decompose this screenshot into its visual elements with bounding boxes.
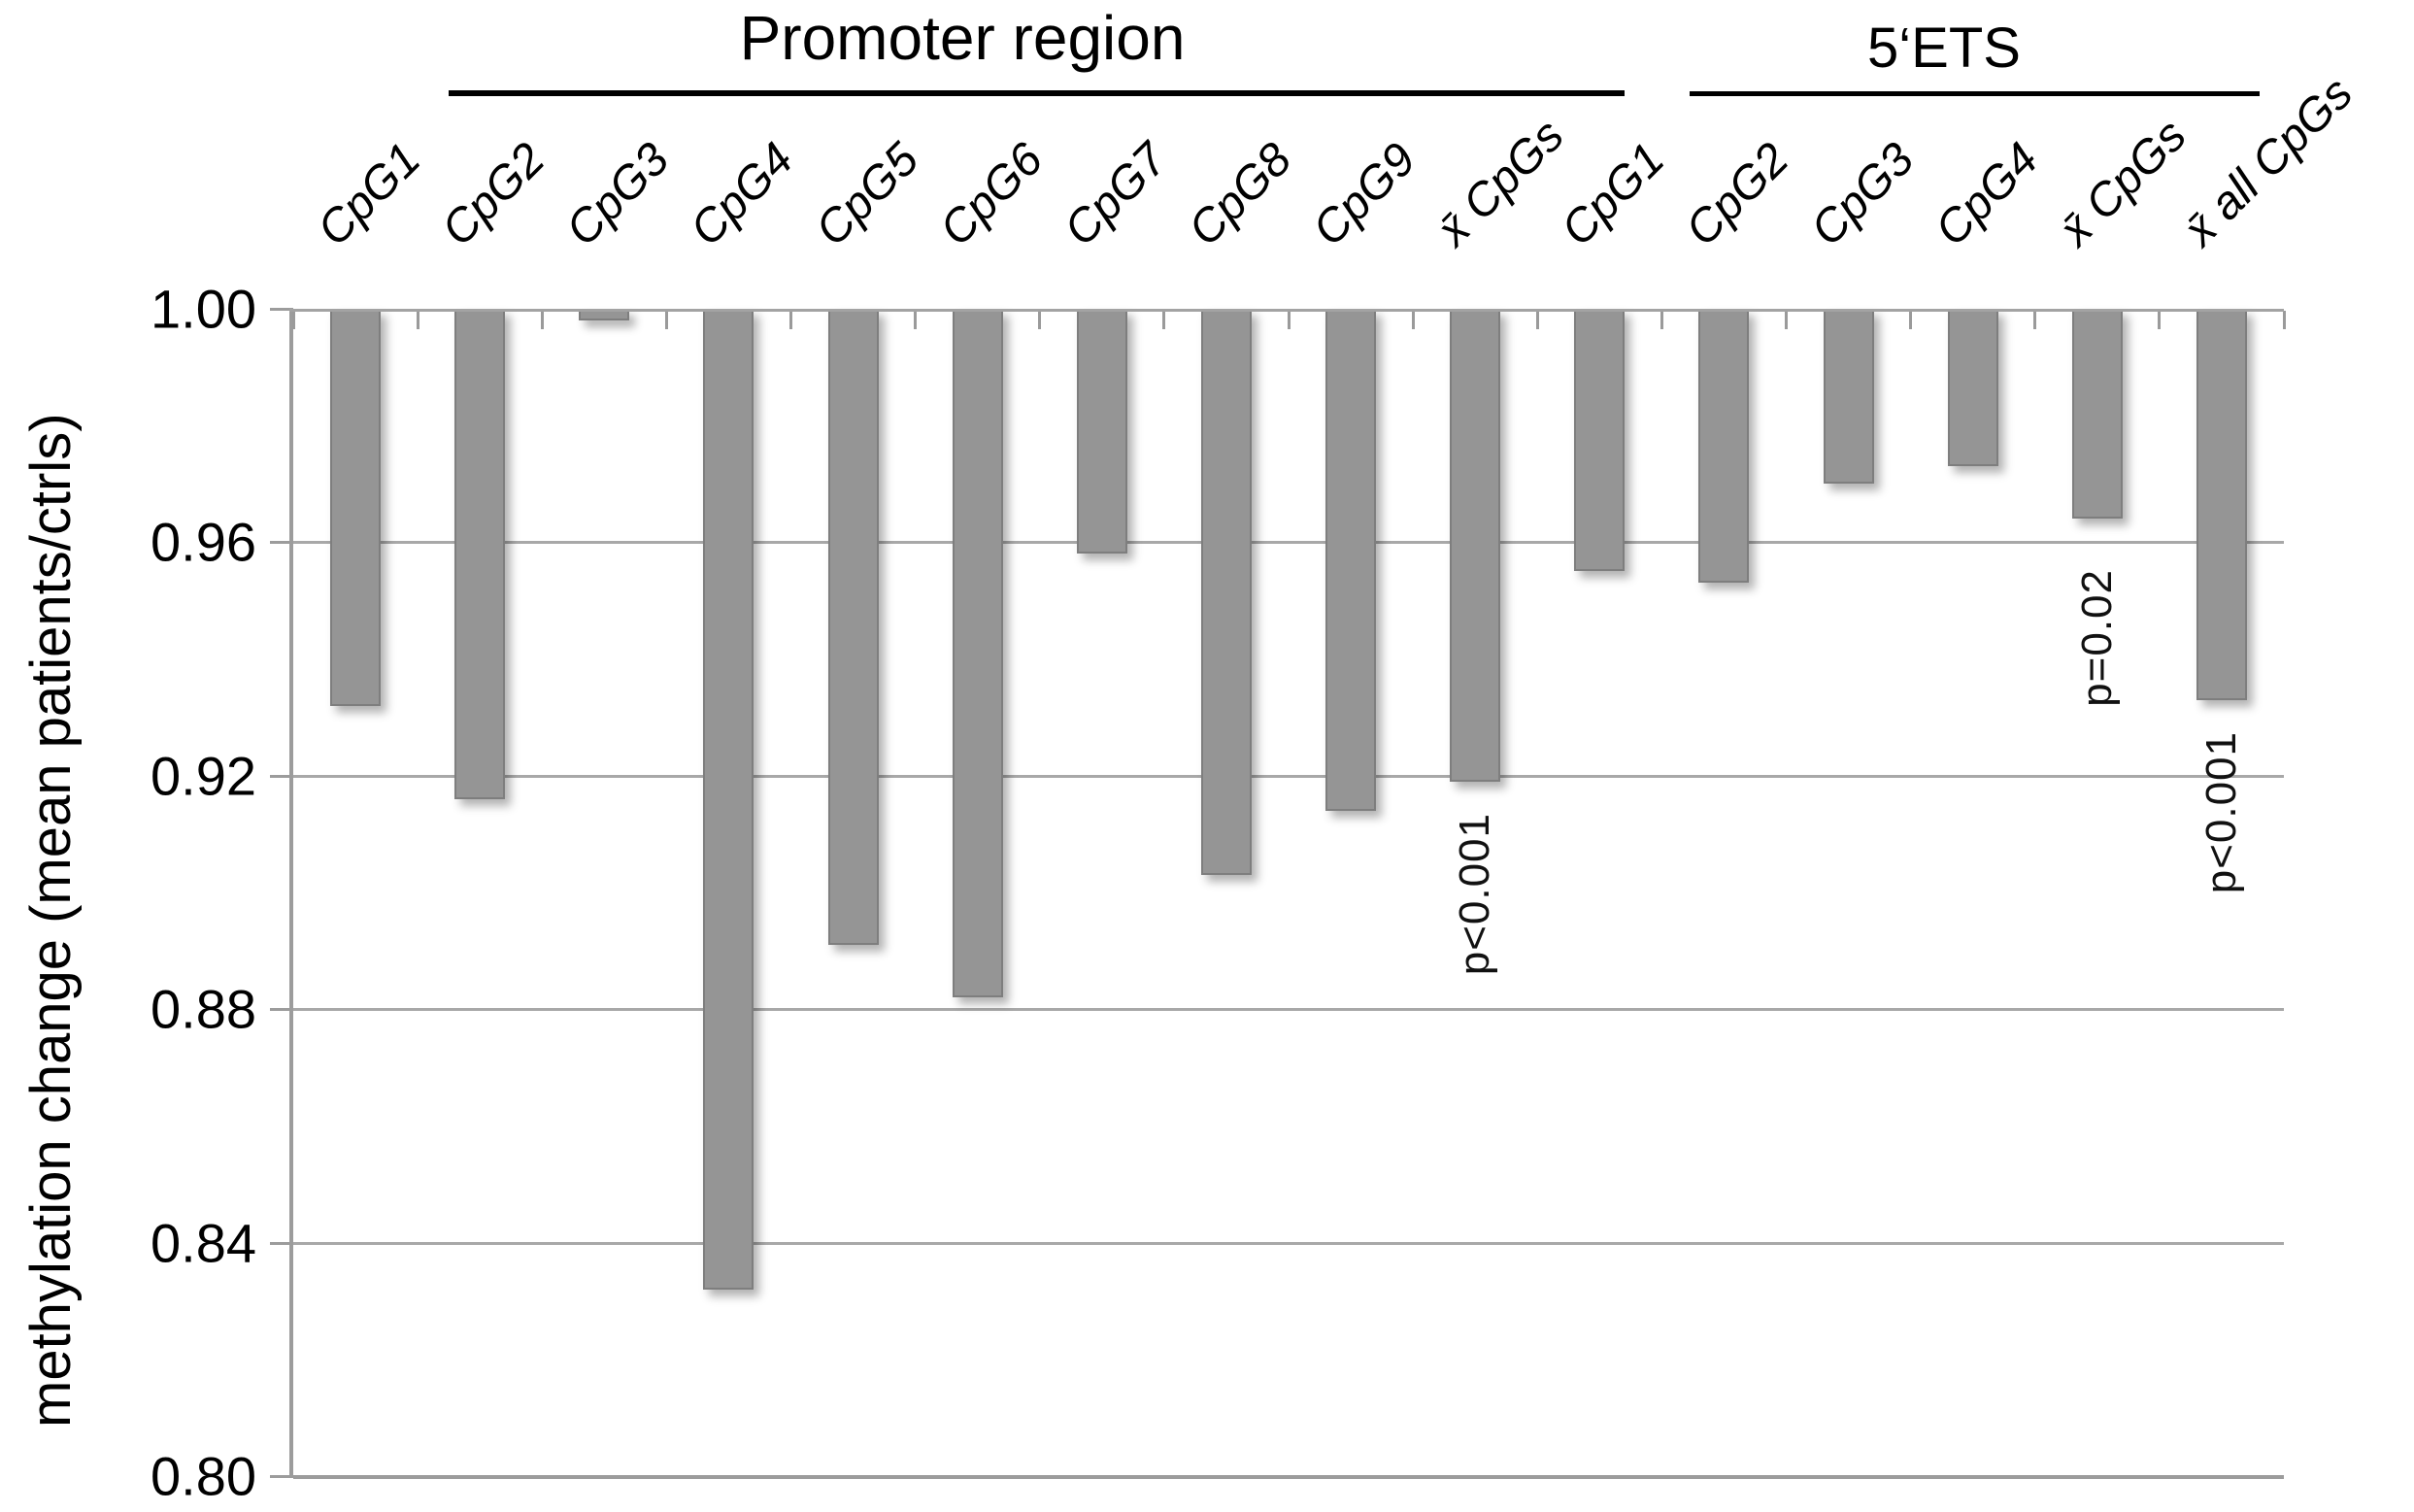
y-tick-label: 0.92 (151, 745, 256, 807)
x-axis-tick (1162, 311, 1166, 329)
y-axis-tick (270, 774, 293, 778)
x-axis-tick (540, 311, 544, 329)
x-category-label-text: CpG6 (929, 133, 1053, 256)
y-axis-tick (270, 1008, 293, 1012)
pvalue-annotation: p=0.02 (2072, 569, 2121, 708)
x-axis-tick (1909, 311, 1913, 329)
y-tick-label: 0.96 (151, 511, 256, 573)
x-axis-tick (789, 311, 792, 329)
x-category-label-text: CpG7 (1054, 133, 1178, 256)
bar-CpG1 (330, 309, 382, 706)
x-axis-tick (1287, 311, 1291, 329)
x-category-label-text: x̄ CpGs (2049, 109, 2196, 256)
pvalue-annotation: p<0.001 (1451, 812, 1499, 976)
x-axis-tick (416, 311, 419, 329)
y-axis-title: methylation change (mean patients/ctrls) (19, 413, 83, 1428)
x-axis-tick (1660, 311, 1663, 329)
y-tick-label: 0.80 (151, 1445, 256, 1507)
x-category-label-text: CpG2 (1676, 133, 1799, 256)
x-axis-tick (1038, 311, 1042, 329)
x-axis-tick (664, 311, 668, 329)
y-axis-tick (270, 541, 293, 545)
y-axis-tick (270, 308, 293, 311)
x-axis-tick (914, 311, 918, 329)
x-axis-tick (2158, 311, 2162, 329)
x-category-label-text: CpG5 (805, 133, 928, 256)
group-underline-5ets (1690, 91, 2260, 96)
x-category-label-text: CpG1 (308, 133, 431, 256)
bar-x̄-CpGs (2071, 309, 2123, 520)
bar-CpG3 (1823, 309, 1874, 485)
x-category-label-text: CpG4 (681, 133, 804, 256)
x-axis-tick (2033, 311, 2037, 329)
y-axis-line (289, 309, 293, 1476)
group-title-promoter-region: Promoter region (739, 3, 1186, 73)
bar-CpG2 (454, 309, 506, 799)
bar-CpG7 (1076, 309, 1127, 554)
bar-CpG9 (1325, 309, 1377, 811)
x-category-label-text: CpG3 (1800, 133, 1924, 256)
y-axis-tick (270, 1475, 293, 1478)
x-axis-tick (1411, 311, 1415, 329)
x-category-label-text: CpG8 (1179, 133, 1302, 256)
gridline-0.88 (293, 1008, 2284, 1012)
gridline-0.80 (293, 1475, 2284, 1479)
bar-CpG8 (1200, 309, 1252, 875)
bar-CpG5 (827, 309, 879, 946)
bar-CpG4 (703, 309, 754, 1290)
gridline-0.96 (293, 541, 2284, 545)
y-axis-tick (270, 1241, 293, 1245)
bar-CpG1 (1574, 309, 1626, 572)
gridline-0.92 (293, 774, 2284, 778)
bar-CpG6 (952, 309, 1003, 998)
x-category-label-text: CpG4 (1925, 133, 2048, 256)
bar-x̄-CpGs (1450, 309, 1501, 782)
y-tick-label: 1.00 (151, 278, 256, 340)
y-tick-label: 0.88 (151, 978, 256, 1040)
top-axis-line (289, 309, 2284, 312)
bar-CpG4 (1947, 309, 1998, 467)
x-axis-tick (2282, 311, 2286, 329)
x-category-label-text: x̄ CpGs (1427, 109, 1574, 256)
x-category-label-text: CpG3 (556, 133, 680, 256)
bar-x̄-all-CpGs (2196, 309, 2247, 700)
group-title-5ets: 5‘ETS (1867, 17, 2021, 80)
bar-CpG2 (1698, 309, 1750, 584)
x-category-label-text: CpG9 (1303, 133, 1426, 256)
plot-area: 1.00 0.96 0.92 0.88 0.84 0.80 CpG1 CpG2 CpG3 CpG4… (151, 68, 2363, 1507)
gridline-0.84 (293, 1241, 2284, 1245)
pvalue-annotation: p<0.001 (2196, 730, 2245, 893)
group-underline-promoter-region (449, 90, 1625, 96)
bar-CpG3 (579, 309, 630, 321)
x-axis-tick (291, 311, 295, 329)
x-axis-tick (1535, 311, 1539, 329)
x-axis-tick (1785, 311, 1788, 329)
x-category-label-text: CpG2 (432, 133, 555, 256)
y-tick-label: 0.84 (151, 1212, 256, 1274)
